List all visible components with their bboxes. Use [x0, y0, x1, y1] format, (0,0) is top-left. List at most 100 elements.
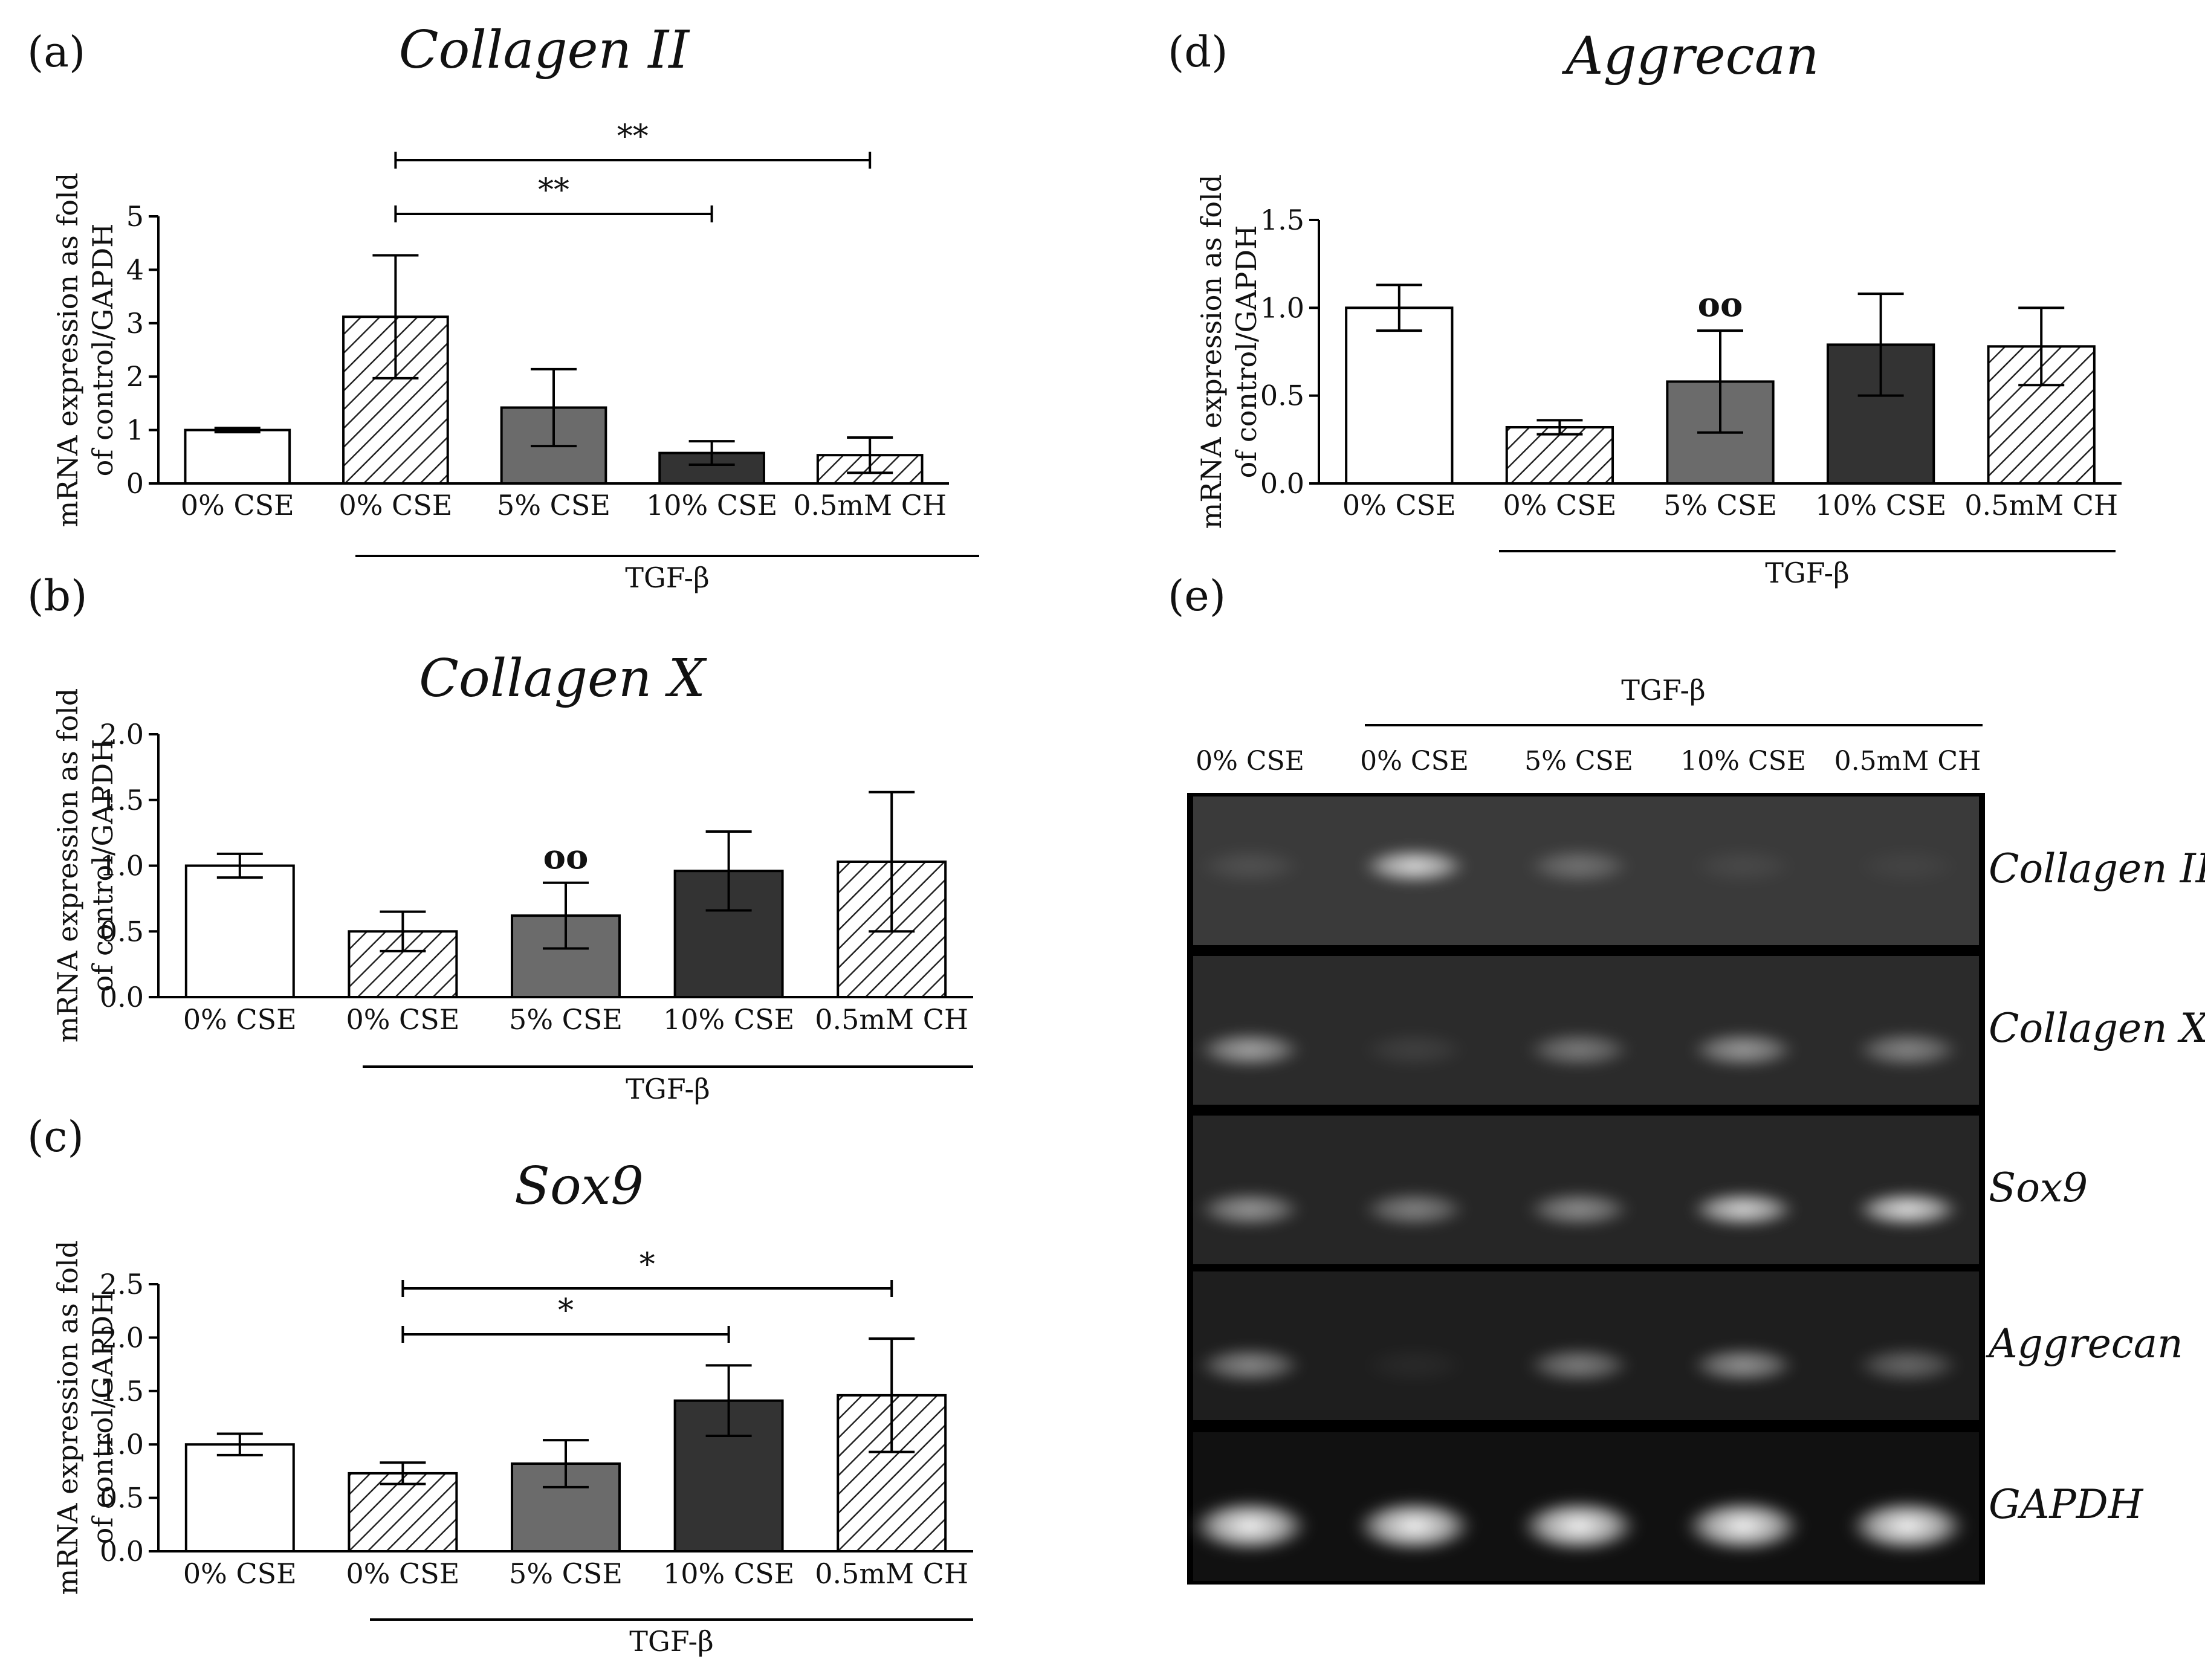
y-axis-label: mRNA expression as foldof control/GAPDH — [51, 1241, 119, 1595]
gel-band — [1360, 1191, 1469, 1228]
y-axis-label: mRNA expression as foldof control/GAPDH — [1195, 175, 1263, 529]
bar-0 — [184, 864, 295, 998]
y-axis-label: mRNA expression as foldof control/GAPDH — [51, 173, 119, 528]
gel-row-2 — [1193, 1116, 1979, 1264]
gel-row-label-1: Collagen X — [1989, 1005, 2205, 1052]
gel-row-label-2: Sox9 — [1989, 1165, 2088, 1211]
gel-band — [1196, 847, 1304, 885]
category-label-4: 0.5mM CH — [815, 1003, 968, 1036]
y-tick-label: 1.0 — [1260, 291, 1304, 324]
gel-row-label-3: Aggrecan — [1985, 1320, 2183, 1367]
significance-label: ** — [538, 172, 569, 208]
y-tick-label: 1.5 — [1260, 204, 1304, 236]
category-label-2: 5% CSE — [497, 489, 610, 522]
y-tick-label: 0.0 — [100, 981, 144, 1013]
y-axis-label-line: mRNA expression as fold — [51, 1241, 84, 1595]
gel-row-label-4: GAPDH — [1989, 1481, 2144, 1528]
significance-label: ** — [617, 118, 649, 155]
group-label: TGF-β — [1765, 557, 1849, 589]
chart-title: Sox9 — [514, 1156, 644, 1216]
panel-label: (e) — [1168, 571, 1226, 621]
panel-label: (d) — [1168, 27, 1228, 77]
y-tick-label: 0.5 — [1260, 380, 1304, 412]
y-tick-label: 4 — [126, 253, 144, 286]
y-tick-label: 2.5 — [100, 1268, 144, 1300]
gel-band — [1360, 1346, 1469, 1384]
gel-band — [1524, 1346, 1633, 1384]
bar-0 — [1345, 306, 1454, 485]
gel-band — [1853, 1031, 1962, 1068]
category-label-4: 0.5mM CH — [793, 489, 947, 522]
panel-label: (c) — [27, 1112, 84, 1161]
y-tick-label: 0 — [126, 467, 144, 500]
category-label-3: 10% CSE — [646, 489, 777, 522]
category-label-2: 5% CSE — [509, 1003, 623, 1036]
gel-band — [1689, 1031, 1798, 1068]
y-tick-label: 0.0 — [100, 1535, 144, 1568]
gel-band — [1524, 847, 1633, 885]
group-label: TGF-β — [625, 561, 709, 594]
lane-label-4: 0.5mM CH — [1834, 746, 1981, 777]
y-axis-label-line: mRNA expression as fold — [1195, 175, 1228, 529]
panel-label: (b) — [27, 571, 87, 621]
gel-band — [1196, 1346, 1304, 1384]
y-tick-label: 0.5 — [100, 915, 144, 948]
category-label-1: 0% CSE — [338, 489, 452, 522]
gel-row-label-0: Collagen II — [1989, 845, 2205, 892]
category-label-4: 0.5mM CH — [815, 1557, 968, 1590]
category-label-4: 0.5mM CH — [1964, 489, 2118, 522]
significance-label: * — [639, 1247, 655, 1283]
gel-band — [1196, 1191, 1304, 1228]
group-label: TGF-β — [626, 1073, 710, 1105]
y-tick-label: 1.5 — [100, 784, 144, 816]
significance-label: * — [558, 1293, 574, 1329]
category-label-1: 0% CSE — [1503, 489, 1616, 522]
y-axis-label-line: of control/GAPDH — [86, 224, 119, 477]
gel-band — [1518, 1499, 1639, 1553]
y-tick-label: 1 — [126, 414, 144, 447]
category-label-1: 0% CSE — [346, 1557, 459, 1590]
gel-band — [1524, 1031, 1633, 1068]
category-label-3: 10% CSE — [663, 1557, 794, 1590]
bar-1 — [348, 1472, 458, 1553]
category-label-0: 0% CSE — [183, 1003, 297, 1036]
y-tick-label: 1.5 — [100, 1375, 144, 1407]
gel-row-3 — [1193, 1271, 1979, 1420]
gel-band — [1196, 1031, 1304, 1068]
gel-row-1 — [1193, 956, 1979, 1105]
y-axis-label-line: of control/GAPDH — [1230, 225, 1263, 479]
lane-label-1: 0% CSE — [1360, 746, 1469, 777]
y-axis-label: mRNA expression as foldof control/GAPDH — [51, 688, 119, 1043]
category-label-3: 10% CSE — [1815, 489, 1946, 522]
y-axis-label-line: of control/GAPDH — [86, 1291, 119, 1545]
category-label-0: 0% CSE — [181, 489, 294, 522]
y-tick-label: 1.0 — [100, 850, 144, 882]
gel-band — [1683, 1499, 1804, 1553]
y-axis-label-line: mRNA expression as fold — [51, 173, 84, 528]
y-tick-label: 5 — [126, 200, 144, 233]
gel-band — [1853, 1191, 1962, 1228]
gel-band — [1689, 847, 1798, 885]
lane-label-3: 10% CSE — [1680, 746, 1806, 777]
y-tick-label: 2.0 — [100, 1321, 144, 1354]
gel-band — [1689, 1346, 1798, 1384]
category-label-3: 10% CSE — [663, 1003, 794, 1036]
category-label-1: 0% CSE — [346, 1003, 459, 1036]
gel-panel: (e) TGF-β 0% CSE 0% CSE 5% CSE 10% CSE 0.5mM C… — [1168, 571, 2205, 1585]
y-tick-label: 0.0 — [1260, 467, 1304, 500]
significance-marker: oo — [1698, 285, 1743, 325]
group-label: TGF-β — [629, 1625, 713, 1658]
panel-label: (a) — [27, 27, 85, 77]
chart-title: Collagen X — [419, 648, 708, 709]
gel-band — [1360, 1031, 1469, 1068]
gel-band — [1853, 847, 1962, 885]
significance-marker: oo — [543, 837, 589, 877]
chart-title: Aggrecan — [1561, 26, 1819, 86]
y-tick-label: 1.0 — [100, 1428, 144, 1461]
gel-band — [1190, 1499, 1310, 1553]
y-tick-label: 2.0 — [100, 718, 144, 751]
